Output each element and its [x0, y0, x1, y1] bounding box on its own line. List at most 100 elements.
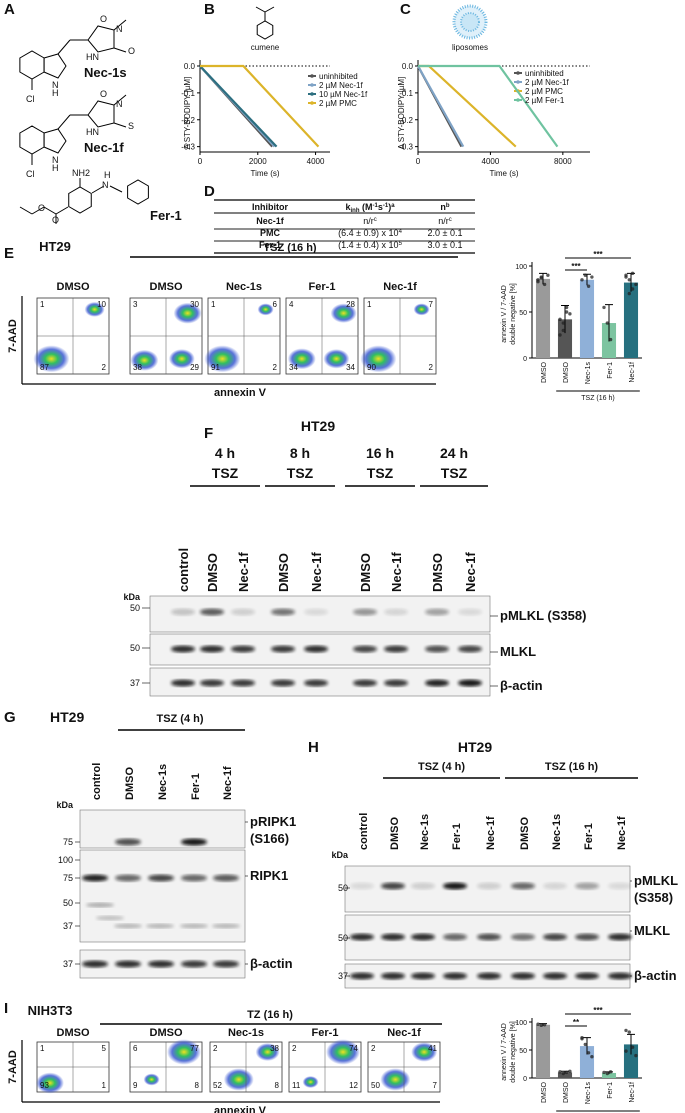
- text-part: n: [440, 202, 446, 212]
- pyrrole-ring: [43, 128, 67, 154]
- y-tick-label: 0.0: [402, 62, 414, 71]
- kda-marker: 37: [338, 971, 348, 981]
- text-part: PMC: [260, 228, 281, 238]
- kda-marker: 50: [338, 933, 348, 943]
- error-bar: [539, 272, 547, 285]
- density-cloud: [33, 345, 70, 373]
- data-point: [542, 1023, 547, 1027]
- band: [353, 645, 377, 653]
- quadrant-percent: 91: [211, 363, 220, 372]
- quadrant-percent: 6: [133, 1044, 138, 1053]
- data-point: [561, 1071, 565, 1076]
- data-point: [602, 305, 606, 310]
- band: [384, 608, 408, 616]
- band: [353, 679, 377, 687]
- bond: [43, 206, 57, 215]
- lane-label: DMSO: [519, 817, 531, 850]
- bar: [557, 1072, 573, 1078]
- legend-label: uninhibited: [525, 69, 564, 78]
- text-part: c: [374, 217, 377, 223]
- legend-dot: [310, 74, 314, 78]
- text-part: inh: [350, 208, 359, 214]
- data-point: [605, 321, 609, 325]
- x-tick-label: 2000: [249, 157, 267, 166]
- cumene-icon: [256, 20, 274, 40]
- time-label: 8 h: [290, 445, 310, 461]
- condition-title: Nec-1s: [226, 281, 262, 293]
- bar: [623, 282, 639, 358]
- band: [443, 933, 467, 941]
- y-axis-label: 7-AAD: [7, 1050, 19, 1084]
- bond: [31, 206, 45, 215]
- atom-label: N: [116, 99, 123, 109]
- band: [271, 608, 295, 616]
- x-tick-label: Nec-1f: [629, 362, 636, 383]
- quadrant-percent: 6: [273, 300, 278, 309]
- legend-label: 2 µM Fer-1: [525, 96, 565, 105]
- quadrant-percent: 2: [292, 1044, 297, 1053]
- text-part: ): [388, 202, 391, 212]
- data-point: [564, 310, 569, 314]
- band: [181, 960, 207, 968]
- bar: [601, 1072, 617, 1078]
- x-tick-label: Nec-1s: [585, 1082, 592, 1105]
- y-tick-label: -0.3: [181, 143, 195, 152]
- lane-label: Nec-1f: [463, 552, 478, 592]
- quadrant-percent: 90: [367, 363, 376, 372]
- band: [350, 972, 374, 980]
- band: [384, 679, 408, 687]
- atom-label: H: [52, 88, 59, 98]
- quadrant-percent: 5: [102, 1044, 107, 1053]
- treatment-label: TSZ: [287, 465, 314, 481]
- legend-dot: [310, 101, 314, 105]
- chart-title: liposomes: [452, 43, 488, 52]
- text-part: Fer-1: [259, 240, 281, 250]
- density-cloud: [167, 1039, 201, 1065]
- density-cloud: [380, 1068, 411, 1091]
- band: [608, 933, 632, 941]
- bar: [579, 279, 595, 358]
- benzene-ring: [68, 186, 92, 214]
- lane-label: Fer-1: [583, 823, 595, 850]
- quadrant-percent: 7: [429, 300, 434, 309]
- legend-label: 2 µM PMC: [525, 87, 563, 96]
- y-tick-label: -0.3: [399, 143, 413, 152]
- atom-label: H: [104, 170, 111, 180]
- data-point: [536, 279, 540, 284]
- band: [411, 972, 435, 980]
- kda-marker: 37: [130, 678, 140, 688]
- data-point: [627, 278, 631, 282]
- data-point: [558, 333, 562, 337]
- error-bar: [583, 1037, 591, 1055]
- quadrant-percent: 11: [292, 1081, 301, 1090]
- kda-marker: 37: [63, 959, 73, 969]
- error-bar: [627, 1033, 635, 1055]
- data-point: [561, 328, 565, 333]
- data-point: [630, 271, 635, 276]
- time-label: 16 h: [366, 445, 394, 461]
- data-point: [586, 1051, 591, 1055]
- bond: [113, 19, 127, 31]
- band: [411, 882, 435, 890]
- background-band: [146, 923, 174, 929]
- band: [477, 933, 501, 941]
- x-axis-label: annexin V: [214, 387, 267, 399]
- panel-letter: C: [400, 1, 411, 18]
- data-point: [624, 1049, 628, 1053]
- density-cloud: [302, 1076, 319, 1088]
- text-part: (M: [359, 202, 372, 212]
- hydantoin-ring: [87, 25, 115, 53]
- band: [148, 960, 174, 968]
- protein-label: β-actin: [250, 956, 293, 971]
- y-tick-label: 100: [515, 264, 527, 271]
- data-point: [586, 284, 591, 288]
- treatment-label: TSZ: [441, 465, 468, 481]
- bond: [113, 47, 127, 53]
- atom-label: N: [52, 80, 59, 90]
- legend-label: 10 µM Nec-1f: [319, 90, 368, 99]
- protein-label: (S166): [250, 831, 289, 846]
- group-label: TSZ (16 h): [581, 395, 614, 402]
- atom-label: N: [52, 155, 59, 165]
- y-tick-label: -0.2: [181, 116, 195, 125]
- density-cloud: [204, 345, 241, 373]
